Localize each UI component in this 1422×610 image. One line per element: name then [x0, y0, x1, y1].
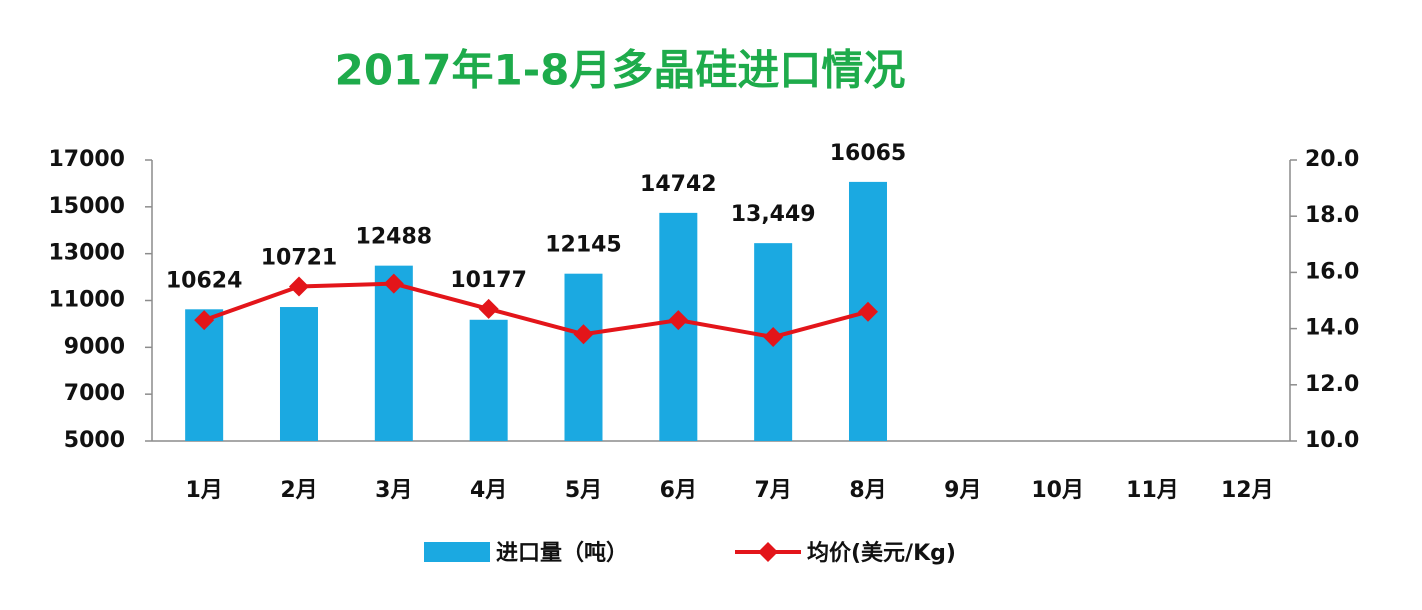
y-tick-label: 13000 [48, 241, 125, 266]
y-tick-label: 17000 [48, 147, 125, 172]
marker [573, 324, 594, 345]
y2-tick-label: 12.0 [1305, 372, 1359, 397]
x-tick-label: 10月 [1031, 478, 1084, 503]
marker [857, 301, 878, 322]
data-label: 10177 [450, 268, 527, 293]
marker [668, 310, 689, 331]
y2-tick-label: 20.0 [1305, 147, 1359, 172]
y-tick-label: 11000 [48, 288, 125, 313]
legend-swatch [424, 542, 490, 562]
legend-label: 均价(美元/Kg) [807, 540, 956, 566]
data-label: 14742 [640, 172, 717, 197]
x-tick-label: 4月 [470, 478, 507, 503]
legend-marker [758, 542, 778, 562]
marker [194, 310, 215, 331]
bar [279, 307, 318, 441]
y-tick-label: 7000 [64, 381, 125, 406]
bar [469, 319, 508, 441]
bar [374, 265, 413, 441]
marker [478, 298, 499, 319]
legend-label: 进口量（吨） [496, 541, 628, 566]
y-tick-label: 15000 [48, 194, 125, 219]
x-tick-label: 5月 [565, 478, 602, 503]
data-label: 13,449 [731, 202, 816, 227]
y2-tick-label: 18.0 [1305, 203, 1359, 228]
marker [288, 276, 309, 297]
y-tick-label: 5000 [64, 428, 125, 453]
data-label: 12488 [356, 225, 433, 250]
y-tick-label: 9000 [64, 334, 125, 359]
marker [763, 327, 784, 348]
x-tick-label: 12月 [1221, 478, 1274, 503]
data-label: 10721 [261, 245, 338, 270]
x-tick-label: 6月 [660, 478, 697, 503]
x-tick-label: 11月 [1126, 478, 1179, 503]
bar [185, 309, 224, 441]
line [203, 281, 869, 340]
y2-tick-label: 16.0 [1305, 259, 1359, 284]
data-label: 16065 [830, 141, 907, 166]
marker [383, 273, 404, 294]
y2-tick-label: 10.0 [1305, 428, 1359, 453]
data-label: 10624 [166, 268, 243, 293]
x-tick-label: 7月 [755, 478, 792, 503]
x-tick-label: 9月 [944, 478, 981, 503]
x-tick-label: 8月 [849, 478, 886, 503]
x-tick-label: 1月 [186, 478, 223, 503]
y2-tick-label: 14.0 [1305, 316, 1359, 341]
x-tick-label: 3月 [375, 478, 412, 503]
data-label: 12145 [545, 233, 622, 258]
x-tick-label: 2月 [280, 478, 317, 503]
bar [564, 273, 603, 441]
chart-title: 2017年1-8月多晶硅进口情况 [335, 46, 906, 95]
